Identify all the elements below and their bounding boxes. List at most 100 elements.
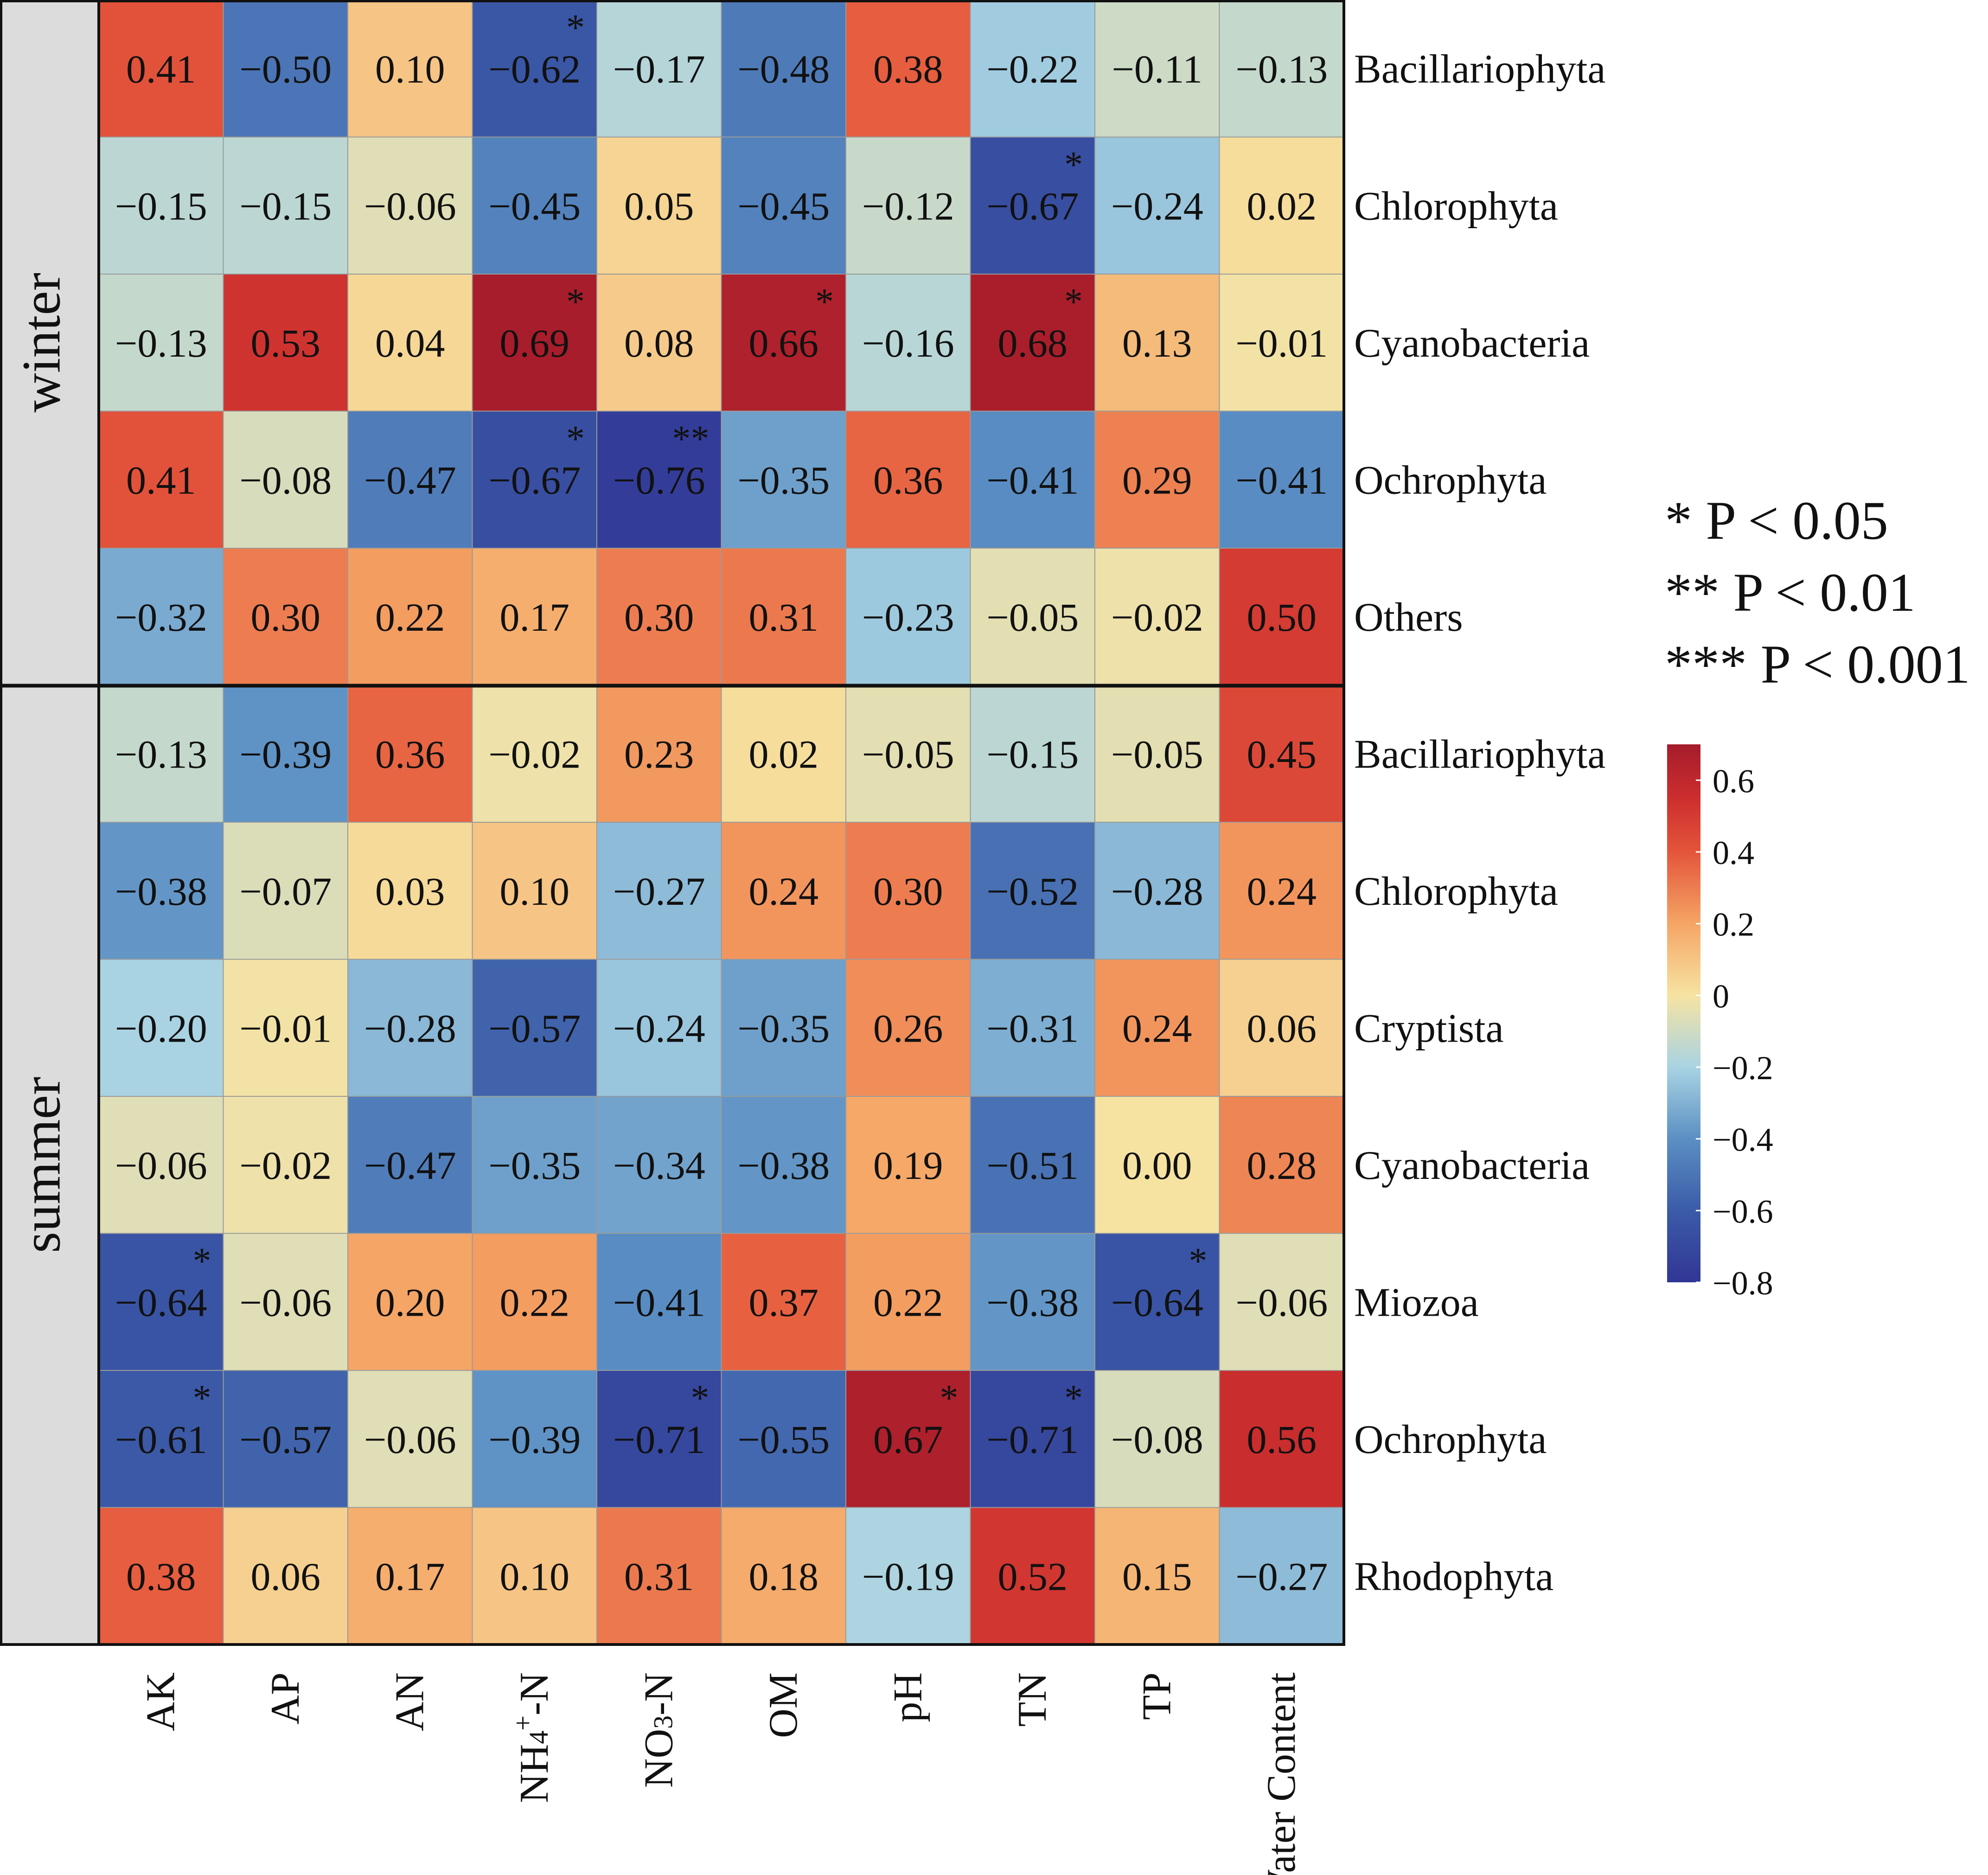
cell-value-label: −0.06 (364, 1417, 456, 1462)
row-label-winter-chlorophyta: Chlorophyta (1354, 184, 1558, 229)
cell-value-label: −0.24 (613, 1006, 705, 1050)
heatmap-cell (970, 1096, 1095, 1234)
heatmap-cell (347, 1370, 473, 1508)
significance-marker: * (193, 1241, 211, 1282)
cell-value-label: −0.47 (364, 458, 456, 502)
row-label-summer-bacillariophyta: Bacillariophyta (1354, 732, 1605, 777)
heatmap-cell (970, 1233, 1095, 1371)
cell-value-label: 0.28 (1247, 1143, 1317, 1188)
cell-value-label: −0.13 (115, 321, 207, 365)
heatmap-cell (1219, 685, 1344, 823)
heatmap-cell (223, 822, 348, 960)
heatmap-cell (1094, 1370, 1220, 1508)
heatmap-cell (1094, 1096, 1220, 1234)
heatmap-cell (1094, 1507, 1220, 1645)
heatmap-cell (721, 1233, 846, 1371)
heatmap-cell (98, 959, 224, 1097)
column-label-ap: AP (263, 1672, 308, 1725)
cell-value-label: −0.38 (737, 1143, 830, 1188)
heatmap-cell (223, 1507, 348, 1645)
row-label-summer-miozoa: Miozoa (1354, 1280, 1479, 1325)
row-label-winter-ochrophyta: Ochrophyta (1354, 458, 1547, 503)
heatmap-cell (472, 548, 597, 686)
heatmap-cell (223, 959, 348, 1097)
cell-value-label: 0.30 (624, 595, 694, 640)
cell-value-label: 0.50 (1247, 595, 1317, 640)
cell-value-label: 0.36 (873, 458, 943, 502)
cell-value-label: 0.19 (873, 1143, 943, 1188)
heatmap-cell (472, 410, 597, 549)
heatmap-cell (347, 822, 473, 960)
cell-value-label: −0.67 (488, 458, 581, 502)
cell-value-label: 0.08 (624, 321, 694, 365)
cell-value-label: −0.07 (239, 869, 332, 914)
heatmap-cell (347, 685, 473, 823)
cell-value-label: −0.08 (1111, 1417, 1203, 1462)
row-label-winter-others: Others (1354, 595, 1463, 640)
cell-value-label: 0.41 (126, 47, 196, 91)
cell-value-label: 0.02 (749, 732, 819, 776)
cell-value-label: −0.71 (986, 1417, 1079, 1462)
heatmap-cell (845, 1233, 971, 1371)
colorbar-gradient-bar (1667, 744, 1700, 1282)
row-label-winter-cyanobacteria: Cyanobacteria (1354, 321, 1590, 366)
cell-value-label: −0.11 (1112, 47, 1202, 91)
heatmap-cell (1219, 136, 1344, 275)
cell-value-label: 0.00 (1122, 1143, 1192, 1188)
heatmap-cell (721, 0, 846, 138)
heatmap-cell (98, 1233, 224, 1371)
group-strip-summer (1, 686, 99, 1645)
colorbar-tick-label: −0.6 (1713, 1193, 1773, 1230)
row-label-summer-cryptista: Cryptista (1354, 1006, 1504, 1051)
cell-value-label: 0.67 (873, 1417, 943, 1462)
cell-value-label: 0.10 (500, 869, 570, 914)
heatmap-cell (1094, 685, 1220, 823)
heatmap-cell (845, 822, 971, 960)
cell-value-label: −0.35 (737, 1006, 830, 1050)
cell-value-label: −0.20 (115, 1006, 207, 1050)
significance-legend-entry: ** P < 0.01 (1665, 562, 1916, 623)
cell-value-label: −0.12 (862, 184, 954, 228)
cell-value-label: 0.29 (1122, 458, 1192, 502)
cell-value-label: −0.76 (613, 458, 705, 502)
cell-value-label: −0.71 (613, 1417, 705, 1462)
cell-value-label: 0.68 (998, 321, 1068, 365)
cell-value-label: −0.24 (1111, 184, 1203, 228)
cell-value-label: −0.15 (115, 184, 207, 228)
heatmap-cell (223, 548, 348, 686)
significance-legend-entry: *** P < 0.001 (1665, 634, 1970, 695)
heatmap-cell (596, 1370, 722, 1508)
cell-value-label: −0.64 (1111, 1280, 1203, 1325)
cell-value-label: −0.67 (986, 184, 1079, 228)
cell-value-label: −0.61 (115, 1417, 207, 1462)
cell-value-label: −0.31 (986, 1006, 1079, 1050)
cell-value-label: 0.69 (500, 321, 570, 365)
heatmap-cell (472, 136, 597, 275)
heatmap-cell (596, 1096, 722, 1234)
cell-value-label: −0.06 (239, 1280, 332, 1325)
significance-legend-entry: * P < 0.05 (1665, 490, 1888, 551)
heatmap-cell (472, 959, 597, 1097)
significance-marker: * (193, 1378, 211, 1419)
heatmap-cell (1094, 959, 1220, 1097)
column-label-tn: TN (1010, 1672, 1055, 1727)
colorbar-tick-label: 0.2 (1713, 906, 1754, 943)
heatmap-cell (1094, 822, 1220, 960)
cell-value-label: 0.56 (1247, 1417, 1317, 1462)
heatmap-cell (845, 0, 971, 138)
cell-value-label: −0.13 (1235, 47, 1328, 91)
cell-value-label: 0.22 (873, 1280, 943, 1325)
significance-marker: ** (672, 419, 710, 460)
cell-value-label: 0.38 (873, 47, 943, 91)
cell-value-label: 0.06 (1247, 1006, 1317, 1050)
heatmap-cell (970, 410, 1095, 549)
cell-value-label: −0.01 (239, 1006, 332, 1050)
group-strips: winter summer (1, 1, 99, 1645)
cell-value-label: −0.41 (1235, 458, 1328, 502)
heatmap-cell (1094, 274, 1220, 412)
cell-value-label: −0.28 (364, 1006, 456, 1050)
cell-value-label: 0.23 (624, 732, 694, 776)
cell-value-label: −0.62 (488, 47, 581, 91)
heatmap-cell (1219, 0, 1344, 138)
column-label-ak: AK (138, 1672, 183, 1731)
